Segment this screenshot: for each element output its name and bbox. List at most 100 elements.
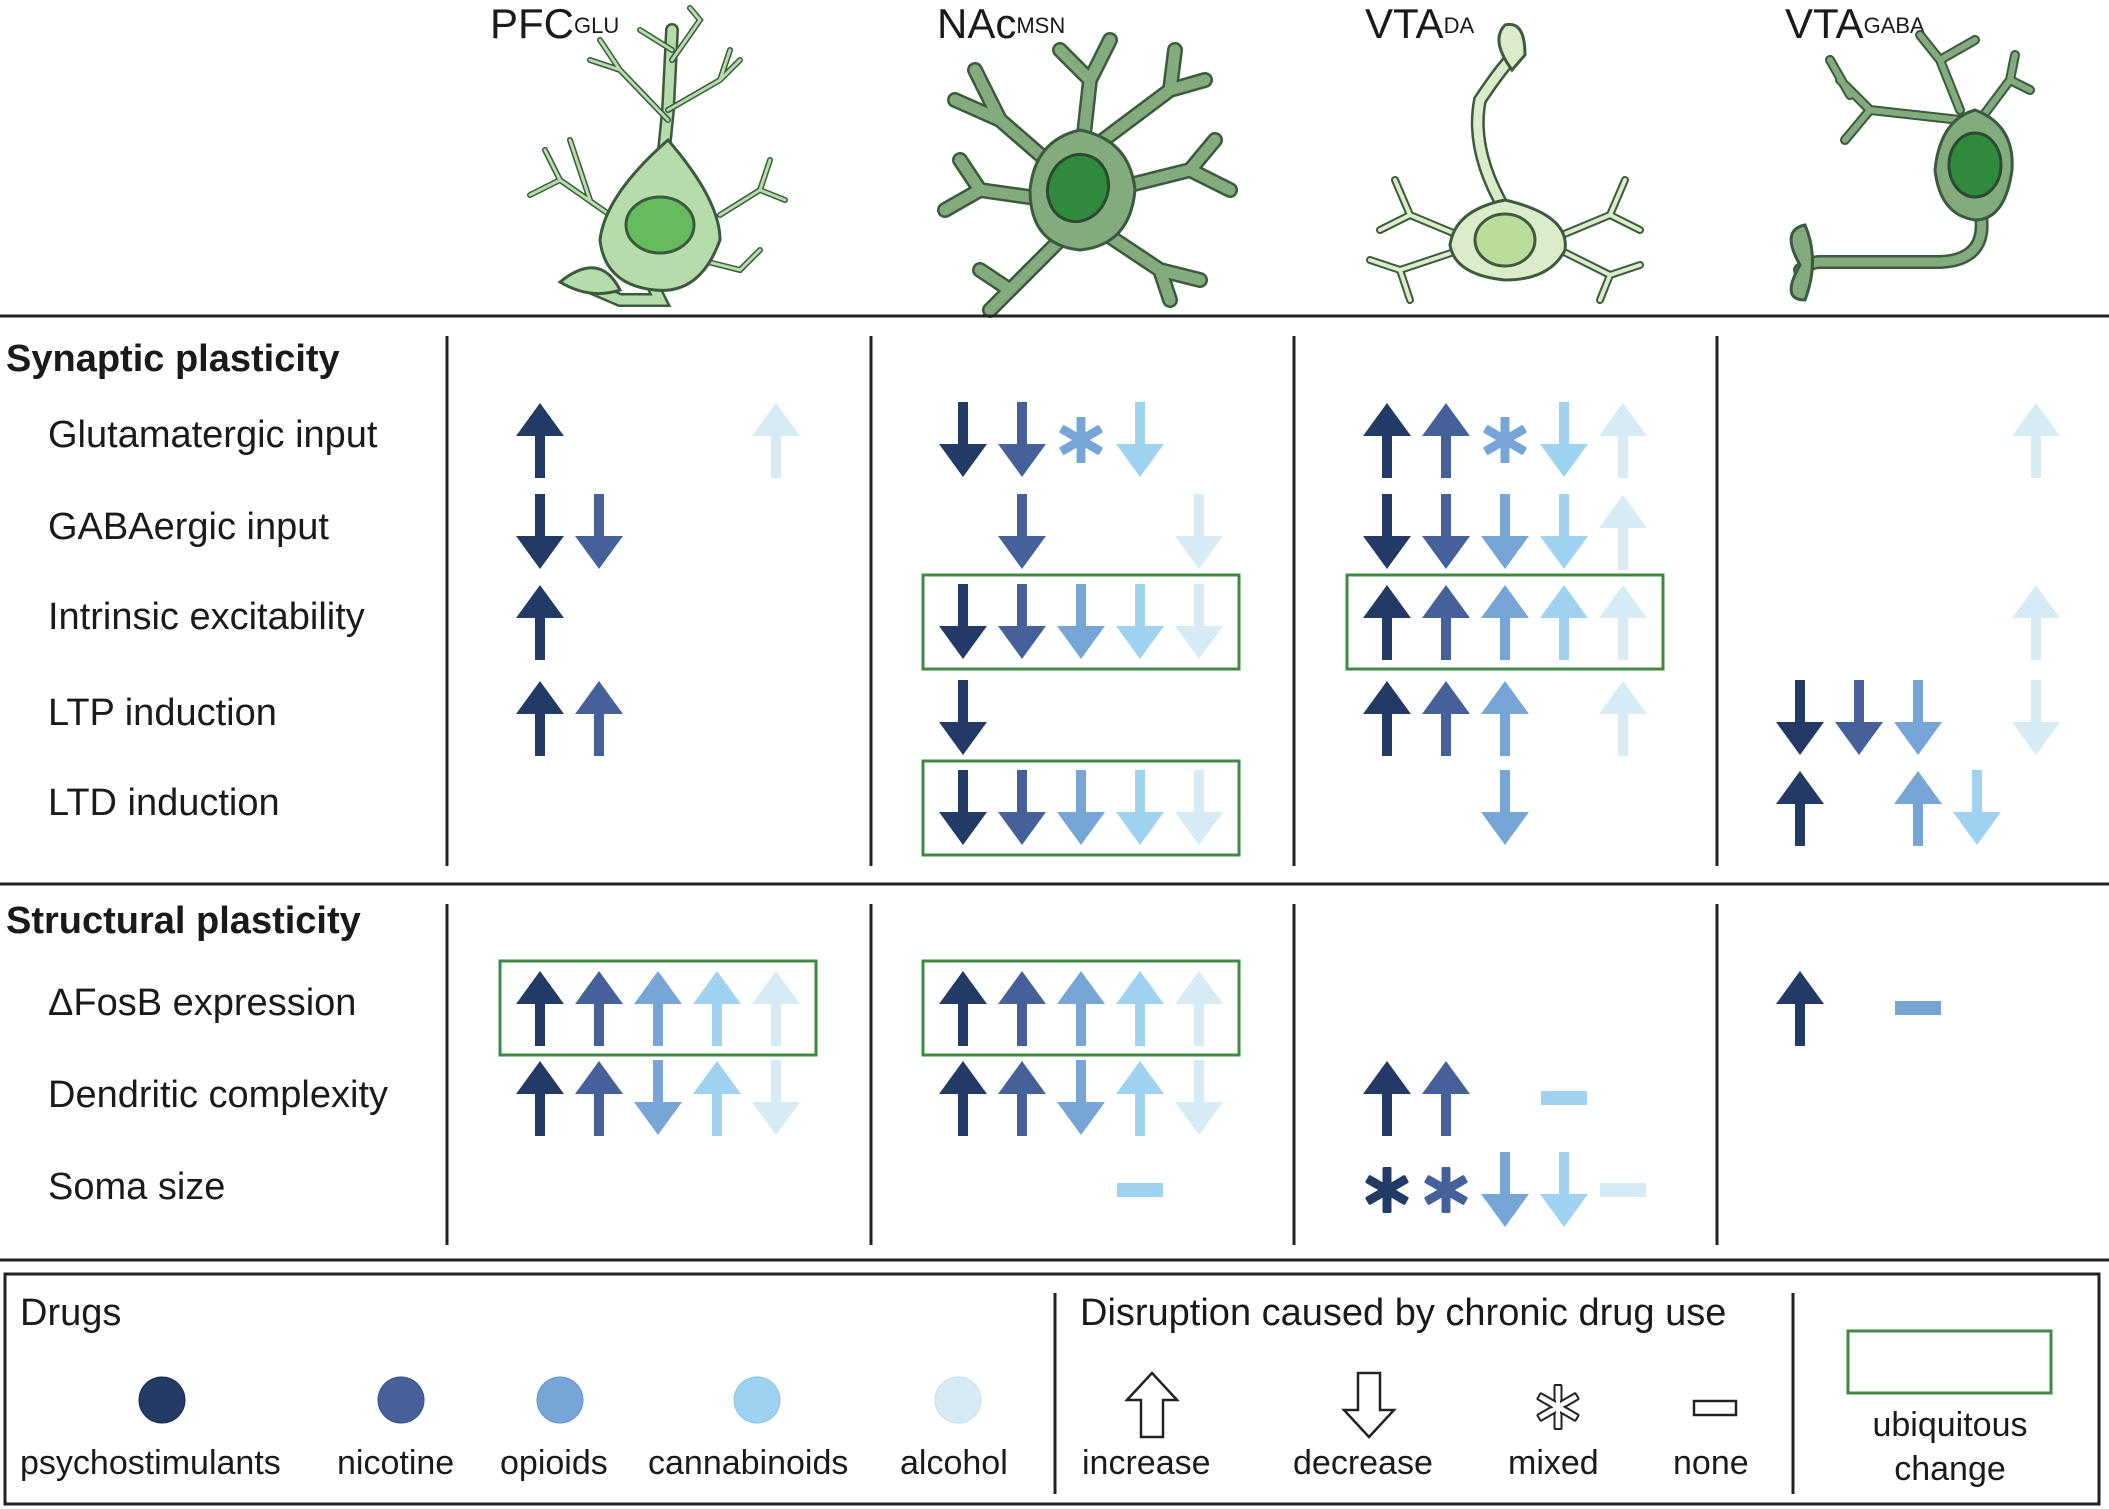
- up-icon-pfc-psychostimulants: [516, 403, 564, 478]
- legend-label-nicotine: nicotine: [337, 1444, 455, 1482]
- legend-label-none: none: [1673, 1444, 1749, 1482]
- legend-drug-swatches: [138, 1376, 982, 1424]
- row-label: Soma size: [48, 1166, 226, 1208]
- up-icon-pfc-nicotine: [575, 971, 623, 1046]
- column-title-pfc: PFCGLU: [490, 0, 620, 47]
- up-icon-vta-gaba-alcohol: [2012, 585, 2060, 660]
- swatch-opioids: [536, 1376, 584, 1424]
- down-icon-vta-da-cannabinoids: [1540, 494, 1588, 569]
- up-icon-vta-da-nicotine: [1422, 681, 1470, 756]
- ubiquitous-change-box-nac: [921, 959, 1241, 1057]
- up-icon-vta-da-cannabinoids: [1540, 585, 1588, 660]
- down-icon-nac-cannabinoids: [1116, 770, 1164, 845]
- up-icon-vta-da-opioids: [1481, 585, 1529, 660]
- up-icon-pfc-psychostimulants: [516, 681, 564, 756]
- down-icon-nac-nicotine: [998, 402, 1046, 477]
- up-icon-vta-da-alcohol: [1599, 403, 1647, 478]
- legend-frame: [3, 1272, 2101, 1506]
- down-icon-nac-alcohol: [1175, 1060, 1223, 1135]
- down-icon-nac-psychostimulants: [939, 584, 987, 659]
- mixed-icon-nac-opioids: [1059, 417, 1103, 463]
- up-icon-pfc-psychostimulants: [516, 585, 564, 660]
- legend-label-change: change: [1894, 1450, 2006, 1488]
- pfc-neuron-icon: [527, 5, 788, 307]
- legend-label-psychostimulants: psychostimulants: [20, 1444, 281, 1482]
- row-label: Glutamatergic input: [48, 414, 378, 456]
- up-icon-vta-da-nicotine: [1422, 585, 1470, 660]
- up-icon-vta-gaba-psychostimulants: [1776, 771, 1824, 846]
- down-icon-nac-alcohol: [1175, 494, 1223, 569]
- legend-disruption-title: Disruption caused by chronic drug use: [1080, 1292, 1727, 1334]
- row-label: GABAergic input: [48, 506, 329, 548]
- up-icon-vta-da-psychostimulants: [1363, 403, 1411, 478]
- down-icon-vta-da-opioids: [1481, 1152, 1529, 1227]
- vta-da-neuron-icon: [1366, 22, 1644, 304]
- swatch-psychostimulants: [138, 1376, 186, 1424]
- down-icon-vta-gaba-opioids: [1894, 680, 1942, 755]
- down-icon-vta-da-cannabinoids: [1540, 402, 1588, 477]
- row-label: Dendritic complexity: [48, 1074, 388, 1116]
- up-icon-vta-da-alcohol: [1599, 495, 1647, 570]
- row-label: LTD induction: [48, 782, 280, 824]
- down-icon-vta-gaba-psychostimulants: [1776, 680, 1824, 755]
- down-icon-nac-nicotine: [998, 584, 1046, 659]
- legend-drugs-title: Drugs: [20, 1292, 122, 1334]
- up-icon-nac-alcohol: [1175, 971, 1223, 1046]
- up-icon-pfc-psychostimulants: [516, 1061, 564, 1136]
- legend-label-cannabinoids: cannabinoids: [648, 1444, 849, 1482]
- column-title-nac: NAcMSN: [937, 0, 1066, 47]
- ubiquitous-change-box-nac: [921, 573, 1241, 671]
- down-icon-pfc-nicotine: [575, 494, 623, 569]
- up-icon-nac-opioids: [1057, 971, 1105, 1046]
- up-icon-nac-cannabinoids: [1116, 1061, 1164, 1136]
- increase-icon: [1124, 1371, 1180, 1439]
- none-icon-vta-da-cannabinoids: [1541, 1091, 1587, 1105]
- down-icon-nac-opioids: [1057, 770, 1105, 845]
- none-icon-vta-da-alcohol: [1600, 1183, 1646, 1197]
- ubiquitous-box-icon: [1846, 1329, 2053, 1395]
- up-icon-pfc-opioids: [634, 971, 682, 1046]
- up-icon-pfc-nicotine: [575, 1061, 623, 1136]
- down-icon-vta-da-nicotine: [1422, 494, 1470, 569]
- mixed-icon-vta-da-nicotine: [1424, 1167, 1468, 1213]
- up-icon-pfc-cannabinoids: [693, 971, 741, 1046]
- down-icon-nac-alcohol: [1175, 770, 1223, 845]
- down-icon-vta-da-opioids: [1481, 494, 1529, 569]
- section-title-structural: Structural plasticity: [6, 900, 361, 942]
- down-icon-nac-cannabinoids: [1116, 402, 1164, 477]
- down-icon-vta-da-cannabinoids: [1540, 1152, 1588, 1227]
- row-label: Intrinsic excitability: [48, 596, 365, 638]
- up-icon-nac-psychostimulants: [939, 971, 987, 1046]
- none-icon: [1692, 1399, 1738, 1417]
- down-icon-vta-gaba-nicotine: [1835, 680, 1883, 755]
- down-icon-nac-opioids: [1057, 584, 1105, 659]
- mixed-icon-vta-da-psychostimulants: [1365, 1167, 1409, 1213]
- down-icon-nac-cannabinoids: [1116, 584, 1164, 659]
- ubiquitous-change-box-nac: [921, 759, 1241, 857]
- up-icon-vta-da-alcohol: [1599, 585, 1647, 660]
- none-icon-nac-cannabinoids: [1117, 1183, 1163, 1197]
- down-icon-vta-da-opioids: [1481, 770, 1529, 845]
- down-icon-vta-gaba-alcohol: [2012, 680, 2060, 755]
- column-title-vta-da: VTADA: [1365, 0, 1475, 47]
- legend-label-opioids: opioids: [500, 1444, 608, 1482]
- down-icon-vta-da-psychostimulants: [1363, 494, 1411, 569]
- decrease-icon: [1341, 1371, 1397, 1439]
- up-icon-nac-cannabinoids: [1116, 971, 1164, 1046]
- up-icon-nac-psychostimulants: [939, 1061, 987, 1136]
- column-title-vta-gaba: VTAGABA: [1785, 0, 1925, 47]
- swatch-alcohol: [934, 1376, 982, 1424]
- up-icon-vta-da-nicotine: [1422, 403, 1470, 478]
- effect-matrix: [498, 402, 2060, 1227]
- swatch-cannabinoids: [733, 1376, 781, 1424]
- row-label: LTP induction: [48, 692, 277, 734]
- up-icon-vta-gaba-opioids: [1894, 771, 1942, 846]
- up-icon-vta-da-nicotine: [1422, 1061, 1470, 1136]
- legend-label-mixed: mixed: [1508, 1444, 1599, 1482]
- section-title-synaptic: Synaptic plasticity: [6, 338, 340, 380]
- down-icon-nac-psychostimulants: [939, 402, 987, 477]
- up-icon-nac-nicotine: [998, 971, 1046, 1046]
- up-icon-vta-da-alcohol: [1599, 681, 1647, 756]
